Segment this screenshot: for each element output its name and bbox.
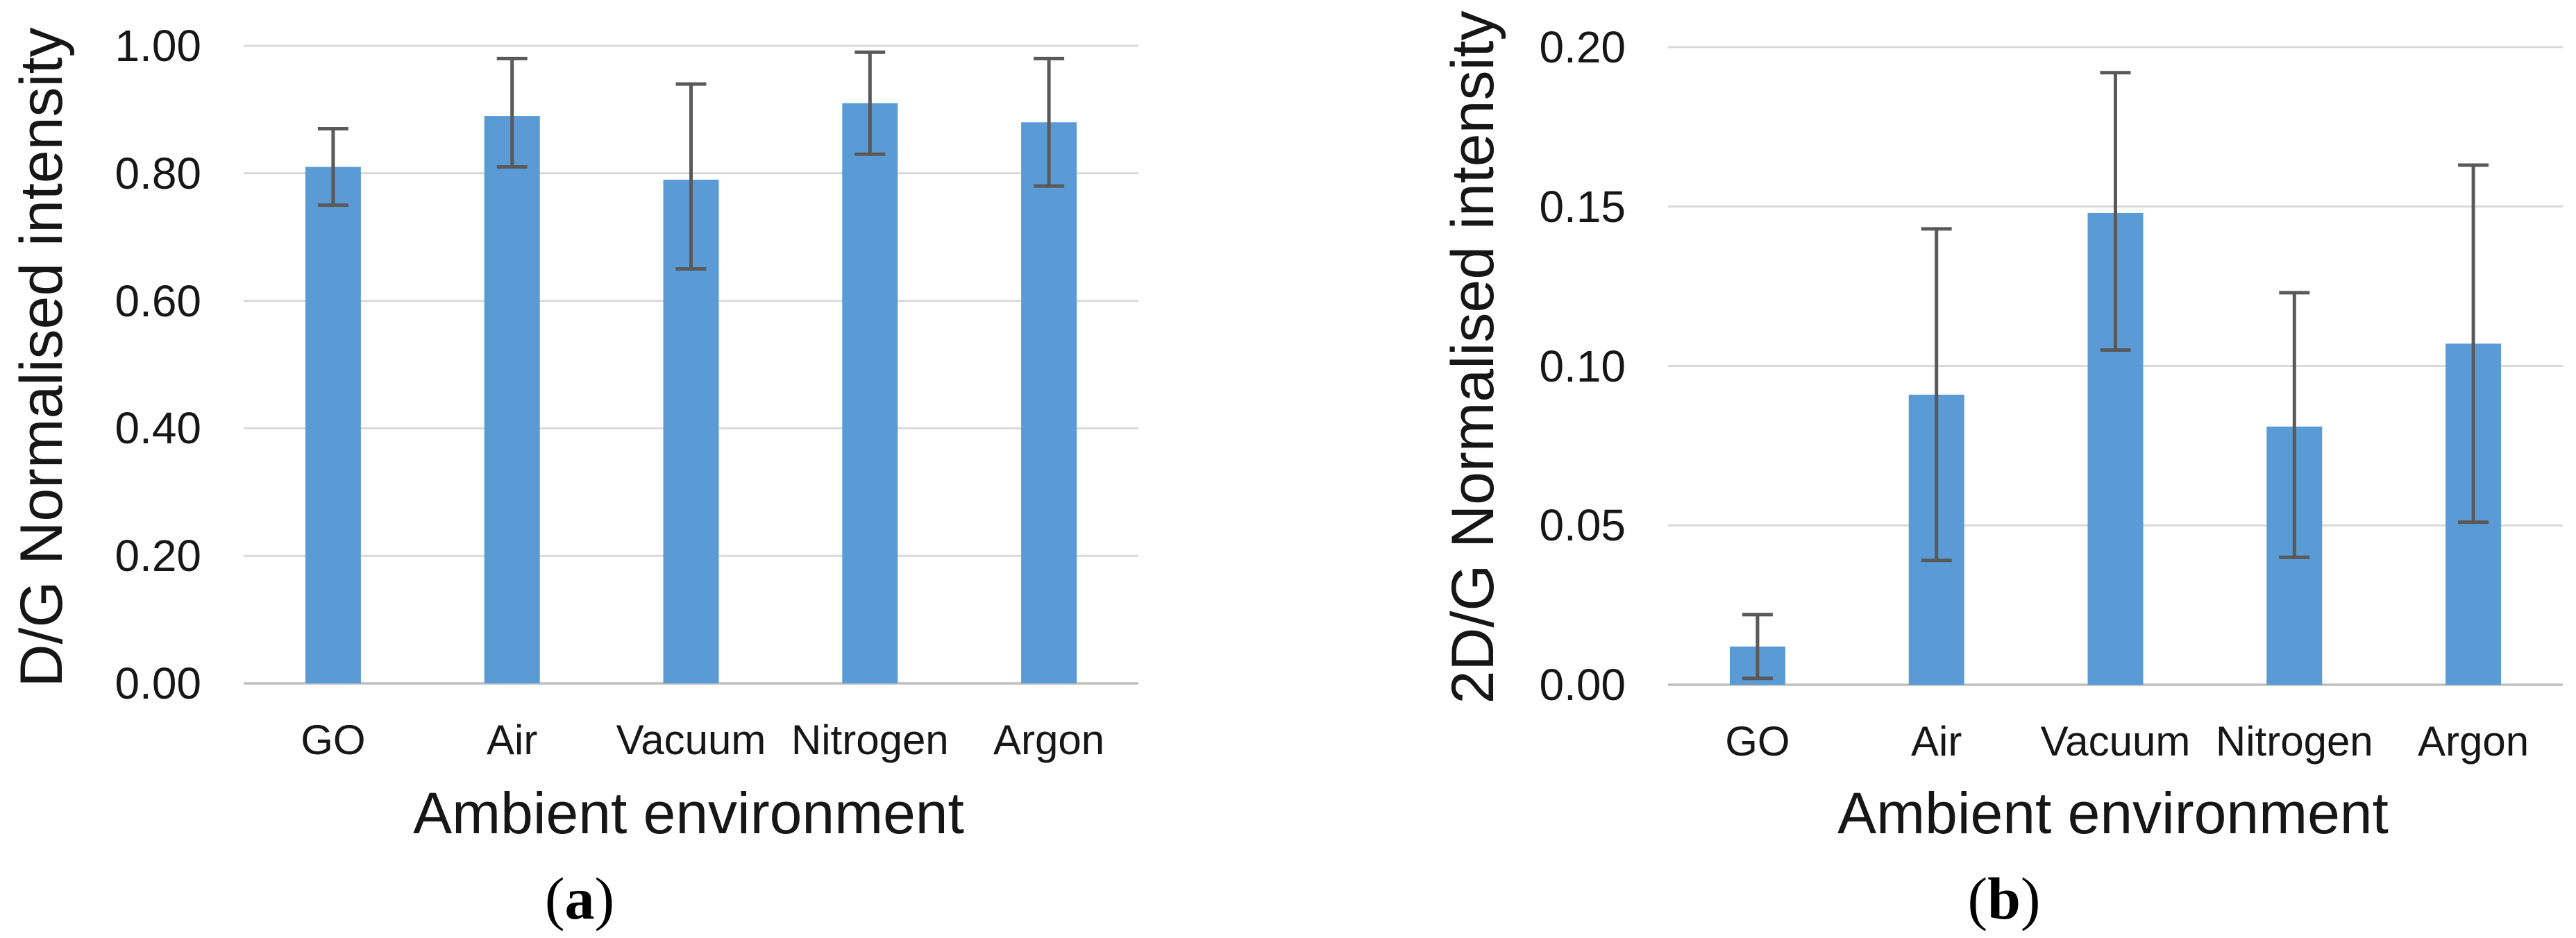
panel-a-y-tick-0.40: 0.40	[115, 403, 201, 454]
panel-a-y-axis-title: D/G Normalised intensity	[8, 27, 75, 688]
panel-a-category-vacuum: Vacuum	[616, 717, 766, 763]
panel-b-y-tick-0.05: 0.05	[1539, 500, 1626, 551]
panel-b-y-tick-0.20: 0.20	[1539, 22, 1626, 72]
panel-b-category-nitrogen: Nitrogen	[2215, 718, 2373, 765]
panel-a-bar-nitrogen	[842, 103, 898, 683]
panel-a-caption-close-paren: )	[594, 865, 615, 932]
panel-b-y-tick-0.10: 0.10	[1539, 341, 1626, 391]
panel-b-caption-close-paren: )	[2020, 865, 2041, 932]
panel-b-caption-open-paren: (	[1967, 865, 1988, 932]
panel-b-category-vacuum: Vacuum	[2040, 718, 2191, 765]
panel-a-y-tick-1.00: 1.00	[115, 21, 201, 71]
panel-a-y-tick-0.00: 0.00	[115, 658, 201, 708]
panel-b-category-argon: Argon	[2418, 718, 2529, 765]
panel-b-y-tick-0.00: 0.00	[1539, 660, 1626, 710]
panel-a-y-tick-0.20: 0.20	[115, 531, 201, 581]
panel-a-bar-air	[484, 116, 540, 684]
panel-b-category-air: Air	[1911, 718, 1962, 765]
panel-b-caption: (b)	[1900, 859, 2108, 938]
panel-a-bar-argon	[1021, 122, 1077, 683]
panel-a-bar-go	[305, 167, 361, 684]
panel-b-category-go: GO	[1725, 718, 1790, 765]
panel-b-y-tick-0.15: 0.15	[1539, 181, 1626, 232]
panel-a-category-go: GO	[301, 717, 366, 763]
panel-a-category-argon: Argon	[993, 717, 1105, 763]
panel-a-category-nitrogen: Nitrogen	[791, 717, 949, 763]
panel-a-caption-open-paren: (	[544, 865, 565, 932]
panel-a-caption-letter: a	[564, 865, 595, 932]
panel-a-y-tick-0.60: 0.60	[115, 275, 201, 326]
panel-b-x-axis-title: Ambient environment	[1837, 781, 2389, 846]
panel-a-caption: (a)	[475, 859, 684, 938]
panel-a-category-air: Air	[487, 717, 538, 763]
panel-a-x-axis-title: Ambient environment	[413, 781, 964, 846]
panel-a-y-tick-0.80: 0.80	[115, 148, 201, 198]
panel-b-caption-letter: b	[1987, 865, 2021, 932]
